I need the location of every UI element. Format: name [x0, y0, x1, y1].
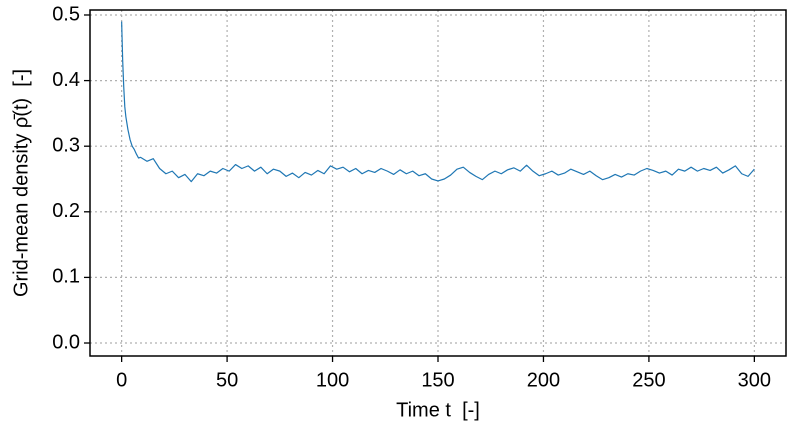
y-tick-label: 0.0: [52, 331, 80, 353]
x-tick-label: 150: [421, 369, 454, 391]
y-tick-label: 0.4: [52, 69, 80, 91]
plot-frame: [89, 9, 787, 357]
y-tick-label: 0.5: [52, 3, 80, 25]
data-line: [121, 21, 755, 183]
x-tick-label: 200: [527, 369, 560, 391]
y-tick-label: 0.3: [52, 134, 80, 156]
x-tick-label: 0: [116, 369, 127, 391]
y-tick-label: 0.2: [52, 200, 80, 222]
x-tick-label: 300: [738, 369, 771, 391]
x-tick-label: 50: [216, 369, 238, 391]
x-axis-label: Time t [-]: [396, 399, 480, 421]
x-tick-label: 100: [316, 369, 349, 391]
y-tick-label: 0.1: [52, 266, 80, 288]
x-tick-label: 250: [632, 369, 665, 391]
y-axis-label: Grid-mean density ρ̄(t) [-]: [10, 69, 32, 297]
